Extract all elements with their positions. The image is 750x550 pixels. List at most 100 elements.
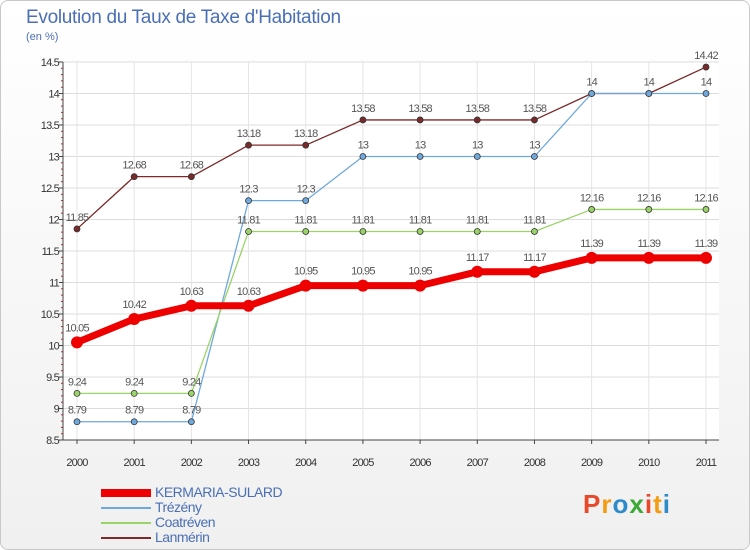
data-label: 9.24 [182, 376, 201, 388]
legend-swatch [101, 522, 151, 524]
y-tick-label: 9.5 [46, 372, 60, 384]
data-label: 10.95 [351, 266, 375, 278]
x-tick-label: 2002 [181, 457, 203, 469]
data-label: 10.63 [237, 286, 261, 298]
data-label: 12.3 [297, 184, 316, 196]
x-tick-label: 2000 [66, 457, 88, 469]
data-point [645, 90, 653, 97]
x-tick-label: 2005 [352, 457, 374, 469]
y-tick-label: 8.5 [46, 435, 60, 447]
data-point [471, 265, 484, 278]
y-tick-label: 10 [48, 341, 59, 353]
x-tick-label: 2010 [638, 457, 660, 469]
x-tick-label: 2003 [238, 457, 260, 469]
data-point [588, 90, 596, 97]
data-point [531, 228, 538, 235]
data-label: 14 [701, 77, 712, 89]
chart-subtitle: (en %) [26, 31, 59, 43]
data-label: 12.3 [239, 184, 258, 196]
data-point [245, 228, 252, 235]
legend-swatch [101, 507, 151, 509]
data-label: 11.81 [409, 214, 432, 226]
data-point [645, 206, 653, 213]
data-label: 12.68 [180, 160, 204, 172]
data-point [73, 389, 81, 397]
x-tick-label: 2004 [295, 457, 317, 469]
y-tick-label: 11 [49, 278, 60, 290]
data-label: 10.42 [122, 299, 146, 311]
logo-letter: r [601, 489, 613, 519]
data-label: 9.24 [68, 376, 87, 388]
y-tick-label: 14 [48, 89, 59, 101]
data-label: 10.95 [408, 266, 432, 278]
data-point [245, 141, 252, 149]
data-label: 13 [472, 140, 483, 152]
series-line-coatr-ven [76, 208, 707, 395]
data-label: 11.17 [466, 252, 489, 264]
chart-title: Evolution du Taux de Taxe d'Habitation [26, 7, 341, 28]
data-label: 13.18 [237, 128, 261, 140]
data-label: 14 [586, 77, 597, 89]
data-label: 13.58 [351, 103, 375, 115]
data-label: 11.81 [352, 214, 375, 226]
data-label: 11.17 [523, 252, 546, 264]
x-tick-label: 2006 [409, 457, 431, 469]
data-label: 8.79 [68, 405, 87, 417]
x-tick-label: 2001 [124, 457, 146, 469]
logo-letter: o [612, 489, 630, 519]
data-point [302, 141, 310, 149]
data-point [473, 228, 481, 235]
y-tick-label: 14.5 [41, 57, 60, 69]
data-label: 10.05 [65, 322, 89, 334]
logo-letter: x [629, 489, 645, 519]
legend-swatch [101, 537, 151, 539]
data-label: 13 [415, 140, 426, 152]
legend-swatch [101, 489, 151, 497]
proxiti-logo: Proxiti [583, 489, 671, 520]
data-label: 11.39 [637, 238, 660, 250]
data-label: 14 [643, 77, 654, 89]
data-label: 11.39 [580, 238, 603, 250]
data-label: 13.58 [466, 103, 490, 115]
data-point [187, 418, 195, 426]
data-label: 11.85 [66, 212, 89, 224]
y-tick-label: 12 [48, 215, 59, 227]
data-point [416, 228, 424, 235]
data-point [642, 251, 655, 264]
data-point [130, 173, 138, 181]
data-point [473, 116, 481, 124]
data-point [73, 418, 81, 426]
data-point [245, 197, 252, 205]
data-label: 12.68 [122, 160, 146, 172]
data-point [299, 279, 312, 292]
data-label: 11.81 [523, 214, 546, 226]
x-tick-label: 2011 [696, 457, 717, 469]
logo-letter: t [653, 489, 663, 519]
y-tick-label: 13 [48, 152, 59, 164]
data-point [702, 90, 710, 97]
data-label: 11.39 [695, 238, 718, 250]
data-point [130, 389, 138, 397]
data-point [416, 116, 424, 124]
data-point [585, 251, 598, 264]
logo-letter: P [583, 489, 602, 519]
data-point [473, 153, 481, 160]
legend-label: Lanmérin [155, 529, 210, 545]
data-point [528, 265, 541, 278]
data-point [242, 299, 255, 312]
data-point [302, 228, 310, 235]
legend-label: KERMARIA-SULARD [155, 484, 283, 500]
data-label: 10.95 [294, 266, 318, 278]
data-label: 8.79 [182, 405, 201, 417]
data-point [302, 197, 310, 205]
data-point [359, 153, 367, 160]
x-tick-label: 2008 [524, 457, 546, 469]
data-point [414, 279, 427, 292]
data-label: 12.16 [580, 192, 604, 204]
series-line-tr-z-ny [76, 92, 707, 423]
data-point [185, 299, 198, 312]
y-tick-label: 11.5 [42, 246, 60, 258]
logo-letter: i [644, 489, 654, 519]
x-tick-label: 2009 [581, 457, 603, 469]
data-point [702, 206, 710, 213]
